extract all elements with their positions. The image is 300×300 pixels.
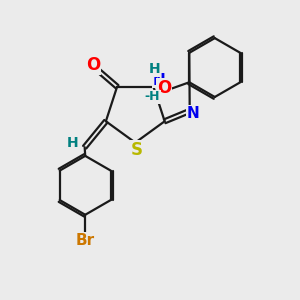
Text: N: N [152,73,165,88]
Text: -H: -H [145,91,160,103]
Text: O: O [157,79,171,97]
Text: H: H [149,62,161,76]
Text: Br: Br [76,233,95,248]
Text: S: S [131,141,143,159]
Text: O: O [86,56,100,74]
Text: H: H [67,136,78,150]
Text: N: N [187,106,200,121]
